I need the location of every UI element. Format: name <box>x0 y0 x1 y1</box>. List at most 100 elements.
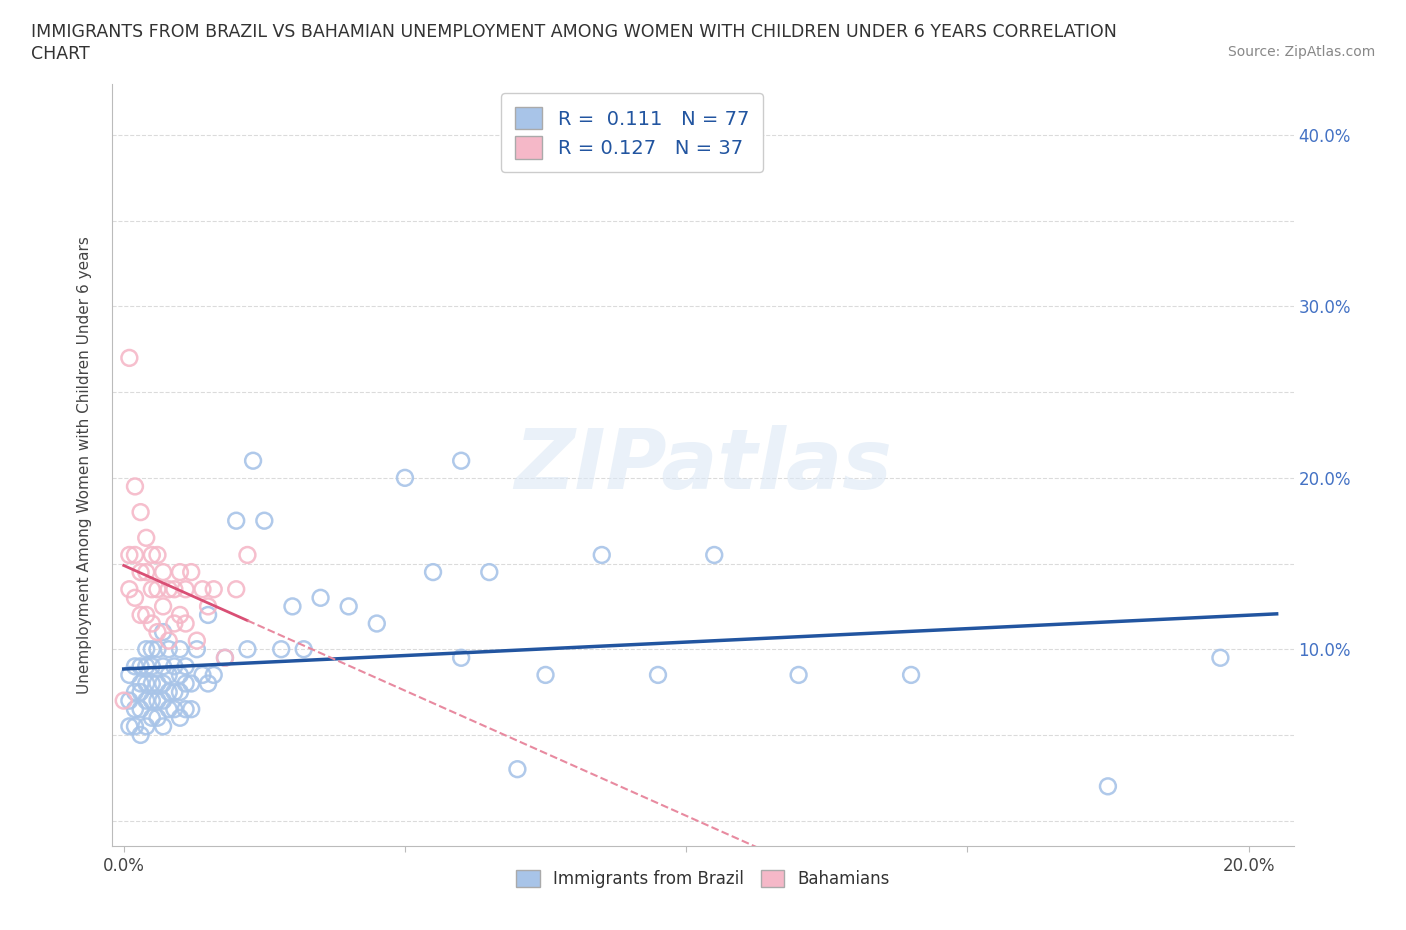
Point <box>146 642 169 657</box>
Point <box>450 453 472 468</box>
Text: IMMIGRANTS FROM BRAZIL VS BAHAMIAN UNEMPLOYMENT AMONG WOMEN WITH CHILDREN UNDER : IMMIGRANTS FROM BRAZIL VS BAHAMIAN UNEMP… <box>31 23 1116 41</box>
Point <box>647 668 669 683</box>
Point <box>118 668 141 683</box>
Point <box>124 719 146 734</box>
Point <box>129 659 152 674</box>
Point <box>157 642 180 657</box>
Point <box>169 668 191 683</box>
Point <box>157 633 180 648</box>
Point <box>141 693 163 708</box>
Point <box>135 642 157 657</box>
Point <box>152 693 174 708</box>
Point <box>163 702 186 717</box>
Point <box>900 668 922 683</box>
Point <box>112 693 135 708</box>
Point <box>163 582 186 597</box>
Legend: Immigrants from Brazil, Bahamians: Immigrants from Brazil, Bahamians <box>510 864 896 896</box>
Point <box>1209 650 1232 665</box>
Point <box>141 659 163 674</box>
Point <box>152 625 174 640</box>
Point <box>141 676 163 691</box>
Point <box>124 659 146 674</box>
Point <box>214 650 236 665</box>
Point <box>129 505 152 520</box>
Point <box>191 668 214 683</box>
Point <box>506 762 529 777</box>
Point <box>129 565 152 579</box>
Point <box>146 693 169 708</box>
Point <box>135 659 157 674</box>
Point <box>141 711 163 725</box>
Point <box>270 642 292 657</box>
Text: Source: ZipAtlas.com: Source: ZipAtlas.com <box>1227 45 1375 59</box>
Point <box>169 711 191 725</box>
Text: CHART: CHART <box>31 45 90 62</box>
Point <box>197 607 219 622</box>
Point <box>135 676 157 691</box>
Point <box>124 684 146 699</box>
Point <box>118 719 141 734</box>
Point <box>169 642 191 657</box>
Point <box>450 650 472 665</box>
Point <box>197 676 219 691</box>
Point <box>281 599 304 614</box>
Point <box>225 582 247 597</box>
Point <box>174 676 197 691</box>
Point <box>135 530 157 545</box>
Point <box>135 719 157 734</box>
Point <box>124 591 146 605</box>
Point <box>191 582 214 597</box>
Point <box>118 693 141 708</box>
Point <box>186 633 208 648</box>
Point <box>146 676 169 691</box>
Point <box>135 693 157 708</box>
Point <box>337 599 360 614</box>
Point <box>242 453 264 468</box>
Point <box>163 659 186 674</box>
Point <box>146 548 169 563</box>
Point <box>129 702 152 717</box>
Point <box>169 565 191 579</box>
Point <box>118 548 141 563</box>
Point <box>141 548 163 563</box>
Text: ZIPatlas: ZIPatlas <box>515 424 891 506</box>
Point <box>309 591 332 605</box>
Point <box>146 711 169 725</box>
Point <box>129 607 152 622</box>
Point <box>152 565 174 579</box>
Point <box>146 582 169 597</box>
Point <box>141 642 163 657</box>
Point <box>157 684 180 699</box>
Point <box>169 684 191 699</box>
Point <box>129 727 152 742</box>
Point <box>180 565 202 579</box>
Point <box>236 642 259 657</box>
Point <box>157 668 180 683</box>
Point <box>124 479 146 494</box>
Point <box>152 659 174 674</box>
Point <box>787 668 810 683</box>
Point <box>202 668 225 683</box>
Point <box>253 513 276 528</box>
Point <box>141 616 163 631</box>
Point <box>169 607 191 622</box>
Point <box>129 676 152 691</box>
Point <box>146 625 169 640</box>
Point <box>180 676 202 691</box>
Point <box>174 702 197 717</box>
Point <box>157 702 180 717</box>
Point <box>703 548 725 563</box>
Point <box>394 471 416 485</box>
Point <box>118 582 141 597</box>
Point <box>174 616 197 631</box>
Point <box>129 684 152 699</box>
Point <box>292 642 315 657</box>
Y-axis label: Unemployment Among Women with Children Under 6 years: Unemployment Among Women with Children U… <box>77 236 91 694</box>
Point <box>1097 779 1119 794</box>
Point <box>366 616 388 631</box>
Point <box>124 548 146 563</box>
Point <box>202 582 225 597</box>
Point <box>186 642 208 657</box>
Point <box>174 582 197 597</box>
Point <box>180 702 202 717</box>
